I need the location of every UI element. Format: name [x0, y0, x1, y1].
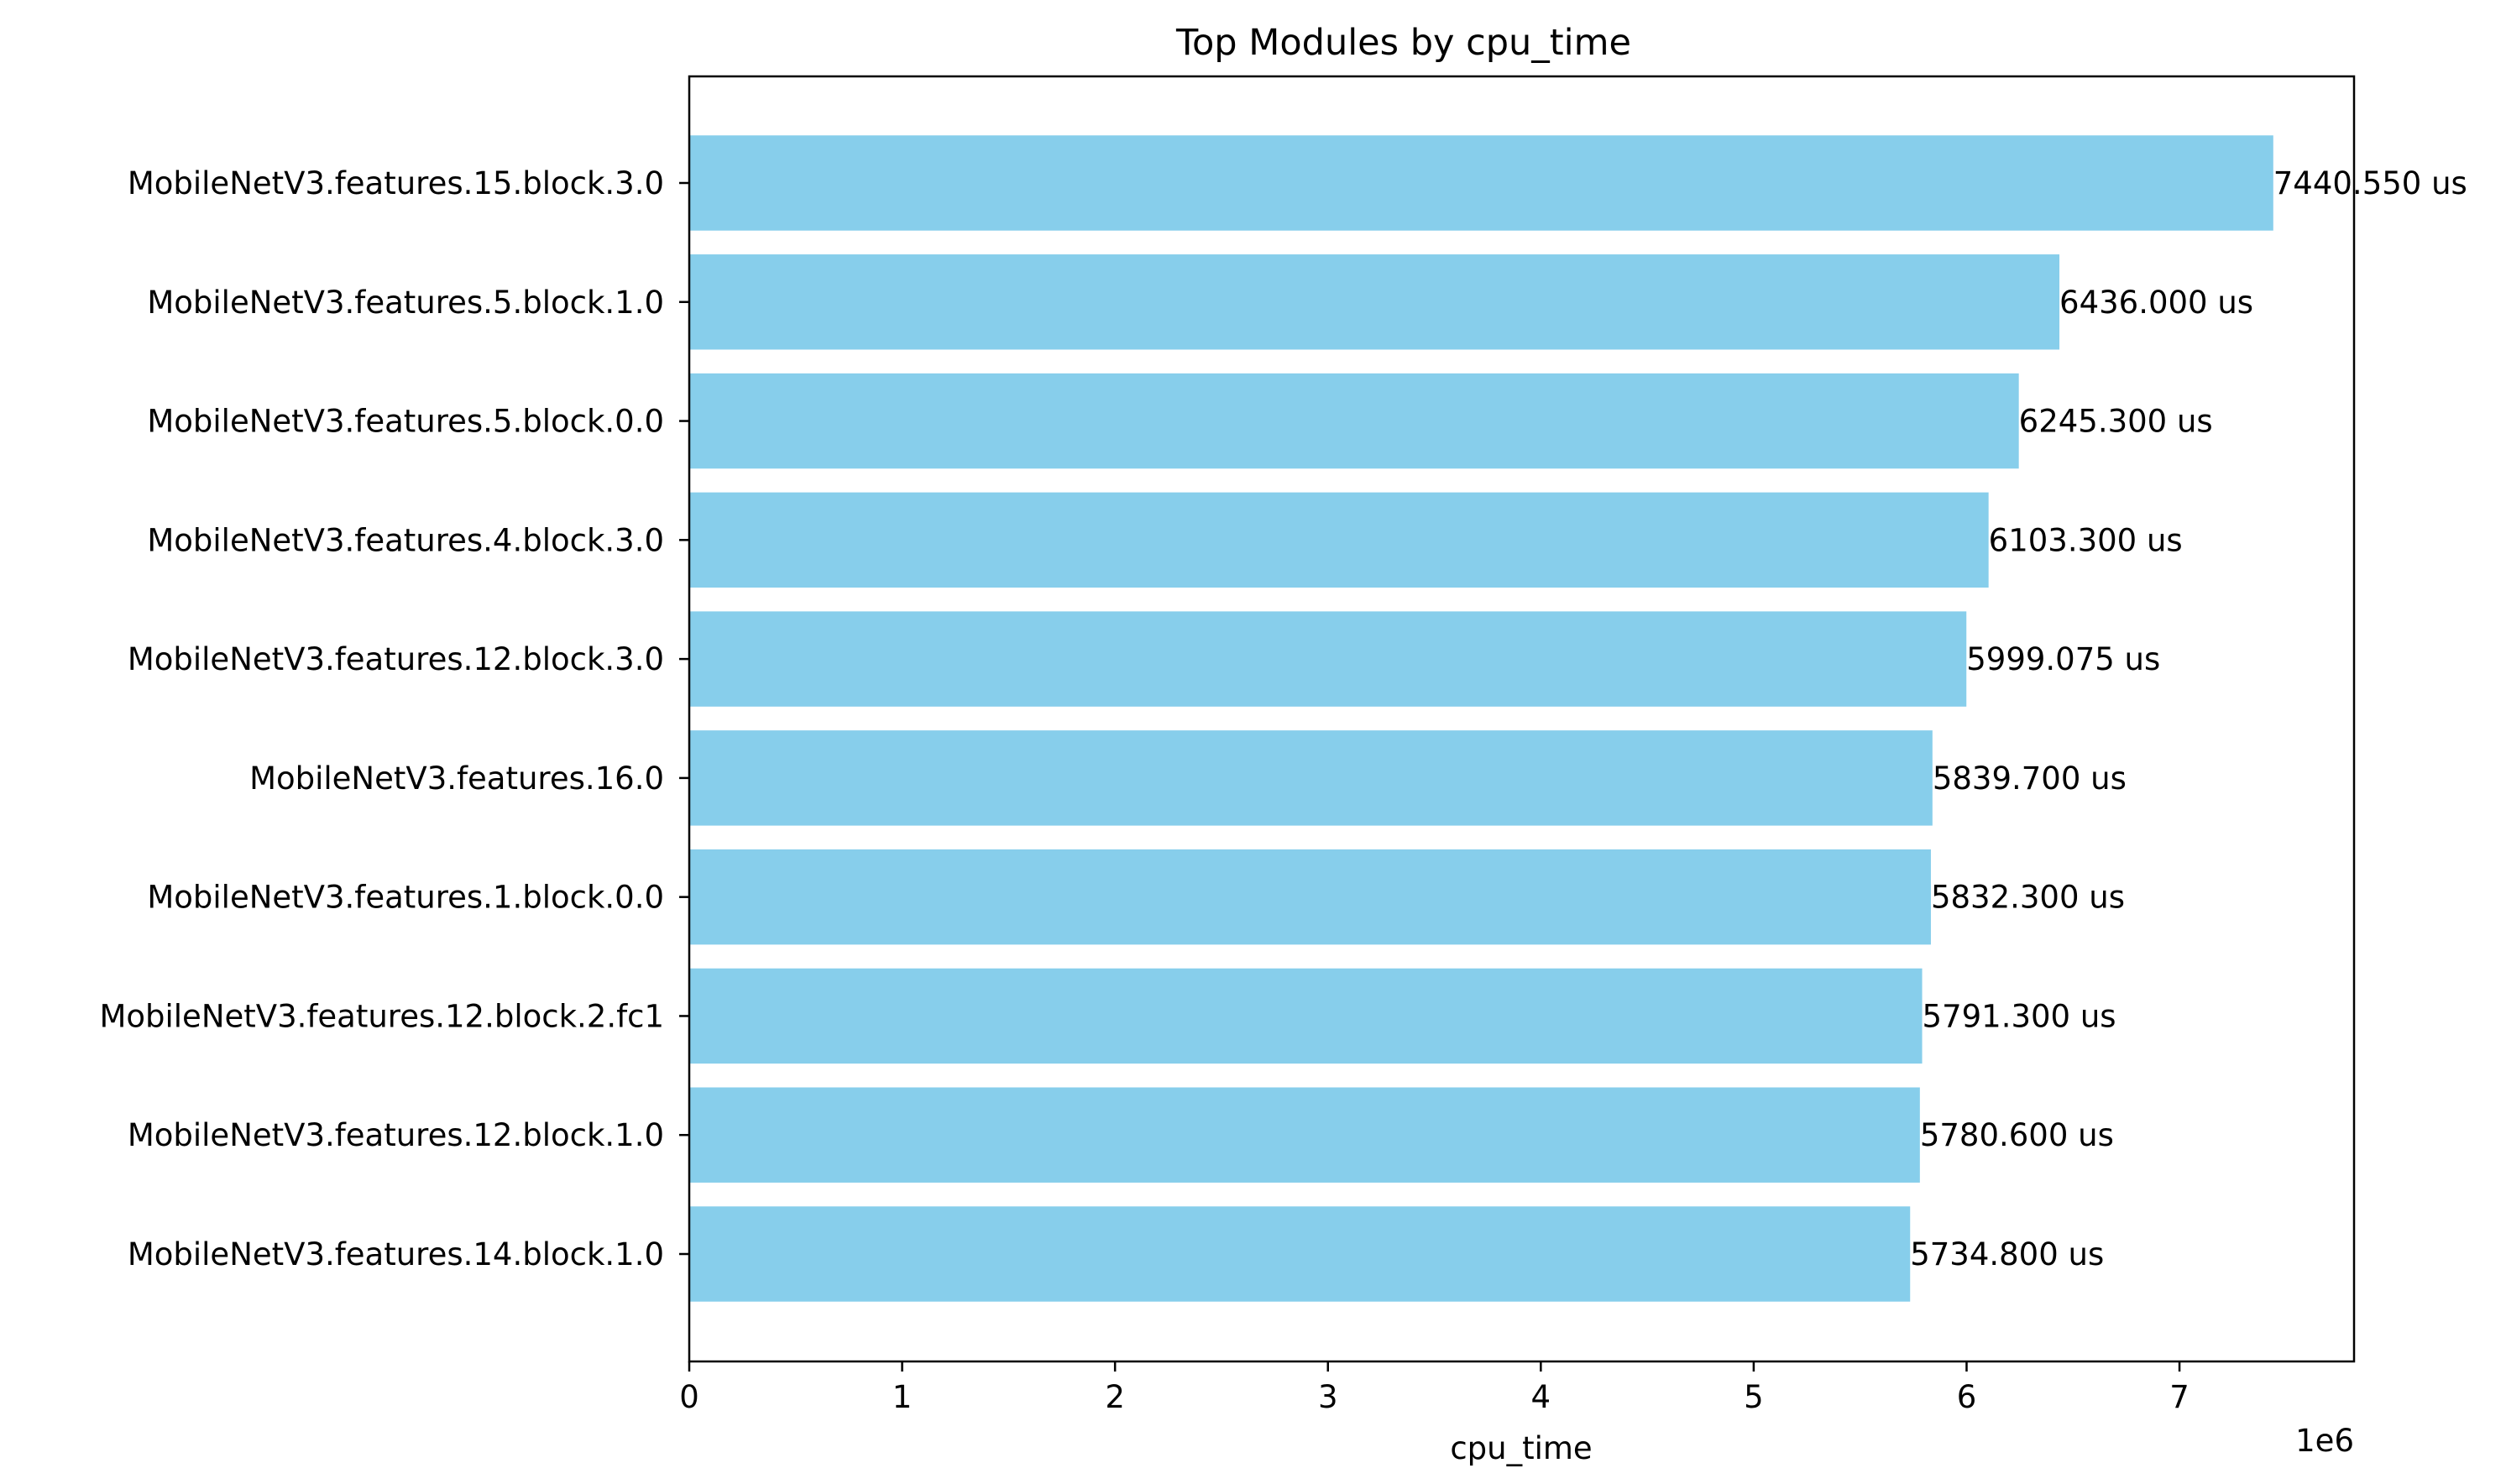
x-tick-label: 3: [1318, 1379, 1338, 1415]
y-axis-ticks: MobileNetV3.features.15.block.3.0 MobileN…: [99, 165, 689, 1272]
y-tick-label: MobileNetV3.features.16.0: [249, 760, 664, 797]
bar-value-label: 5832.300 us: [1931, 880, 2125, 916]
x-axis-label: cpu_time: [1450, 1430, 1592, 1466]
x-tick-label: 6: [1957, 1379, 1977, 1415]
bar: [689, 1087, 1920, 1183]
plot-frame: [688, 75, 2356, 1363]
y-tick-label: MobileNetV3.features.12.block.1.0: [128, 1117, 664, 1153]
bar-value-label: 5791.300 us: [1923, 998, 2116, 1034]
bar-value-label: 5780.600 us: [1920, 1117, 2114, 1153]
bar-value-label: 6436.000 us: [2059, 285, 2253, 321]
y-tick-label: MobileNetV3.features.4.block.3.0: [147, 522, 664, 558]
bar: [689, 135, 2273, 231]
bar: [689, 849, 1931, 945]
x-tick-label: 4: [1531, 1379, 1551, 1415]
bar: [689, 1206, 1911, 1302]
bar: [689, 373, 2019, 469]
y-tick-label: MobileNetV3.features.12.block.3.0: [128, 641, 664, 677]
bar-value-label: 5734.800 us: [1910, 1236, 2104, 1272]
bar: [689, 968, 1923, 1064]
y-tick-label: MobileNetV3.features.15.block.3.0: [128, 165, 664, 201]
bars-group: 7440.550 us 6436.000 us 6245.300 us 6103.30…: [689, 135, 2467, 1302]
bar-value-label: 5839.700 us: [1933, 760, 2127, 797]
x-tick-label: 1: [892, 1379, 913, 1415]
bar-value-label: 7440.550 us: [2273, 165, 2467, 201]
x-tick-label: 0: [679, 1379, 699, 1415]
x-axis-ticks: 0 1 2 3 4 5 6 7: [679, 1361, 2189, 1415]
x-axis-scale-label: 1e6: [2295, 1423, 2354, 1459]
y-tick-label: MobileNetV3.features.14.block.1.0: [128, 1236, 664, 1272]
chart-title: Top Modules by cpu_time: [1175, 22, 1631, 64]
bar-value-label: 6245.300 us: [2019, 404, 2213, 440]
bar-value-label: 6103.300 us: [1989, 522, 2183, 558]
bar: [689, 611, 1967, 707]
x-tick-label: 7: [2169, 1379, 2189, 1415]
y-tick-label: MobileNetV3.features.5.block.1.0: [147, 285, 664, 321]
y-tick-label: MobileNetV3.features.5.block.0.0: [147, 404, 664, 440]
bar: [689, 254, 2060, 350]
x-tick-label: 5: [1744, 1379, 1764, 1415]
bar: [689, 492, 1989, 588]
y-tick-label: MobileNetV3.features.12.block.2.fc1: [99, 998, 664, 1034]
bar-value-label: 5999.075 us: [1966, 641, 2160, 677]
y-tick-label: MobileNetV3.features.1.block.0.0: [147, 880, 664, 916]
bar: [689, 730, 1933, 826]
x-tick-label: 2: [1105, 1379, 1125, 1415]
